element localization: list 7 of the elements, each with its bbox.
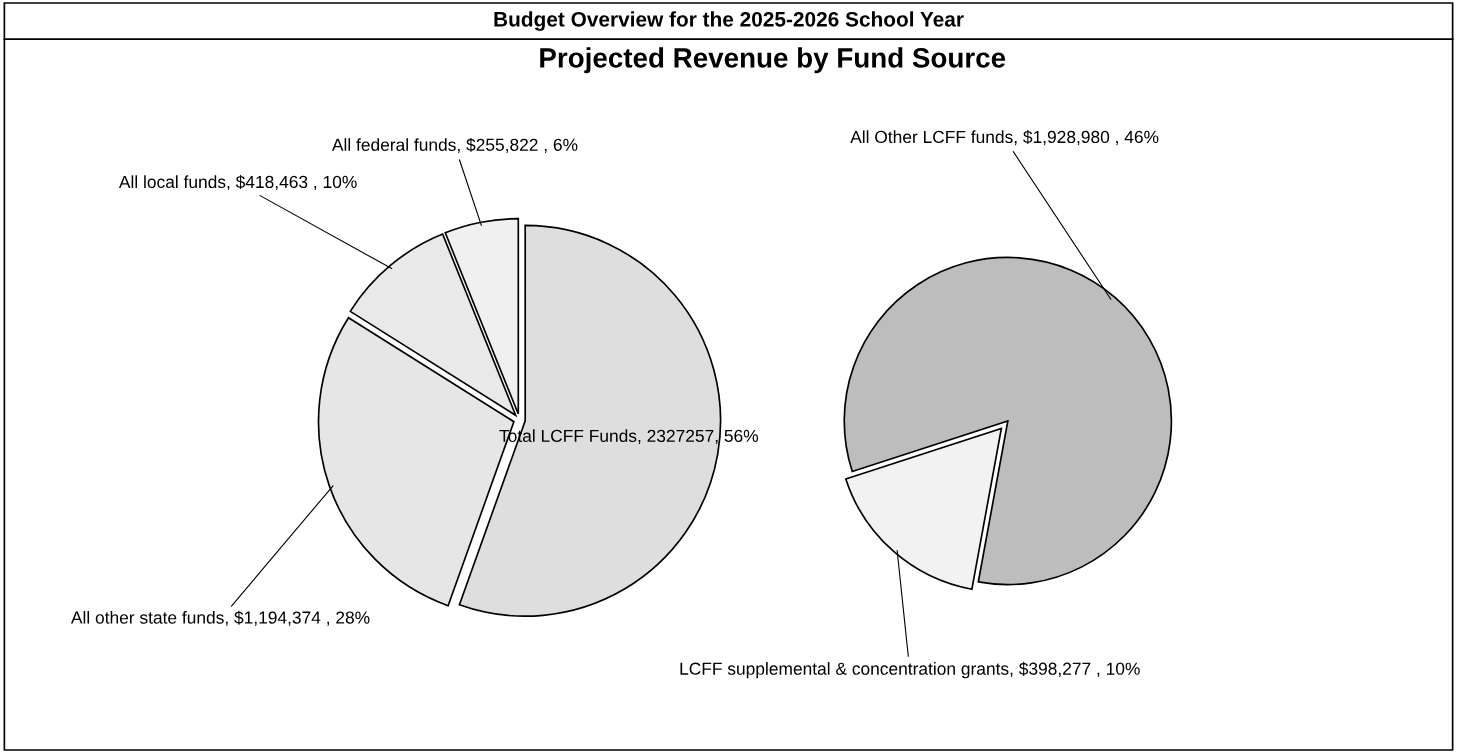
slice-label: All other state funds, $1,194,374 , 28% [70, 610, 370, 626]
chart-title: Budget Overview for the 2025-2026 School Year [494, 11, 964, 31]
chart-subtitle: Projected Revenue by Fund Source [540, 47, 1006, 74]
slice-label: All local funds, $418,463 , 10% [118, 175, 357, 191]
slice-label: All Other LCFF funds, $1,928,980 , 46% [850, 130, 1159, 146]
slice-label: LCFF supplemental & concentration grants, $398,277 , 10% [680, 661, 1140, 679]
slice-label: All federal funds, $255,822 , 6% [331, 137, 578, 153]
